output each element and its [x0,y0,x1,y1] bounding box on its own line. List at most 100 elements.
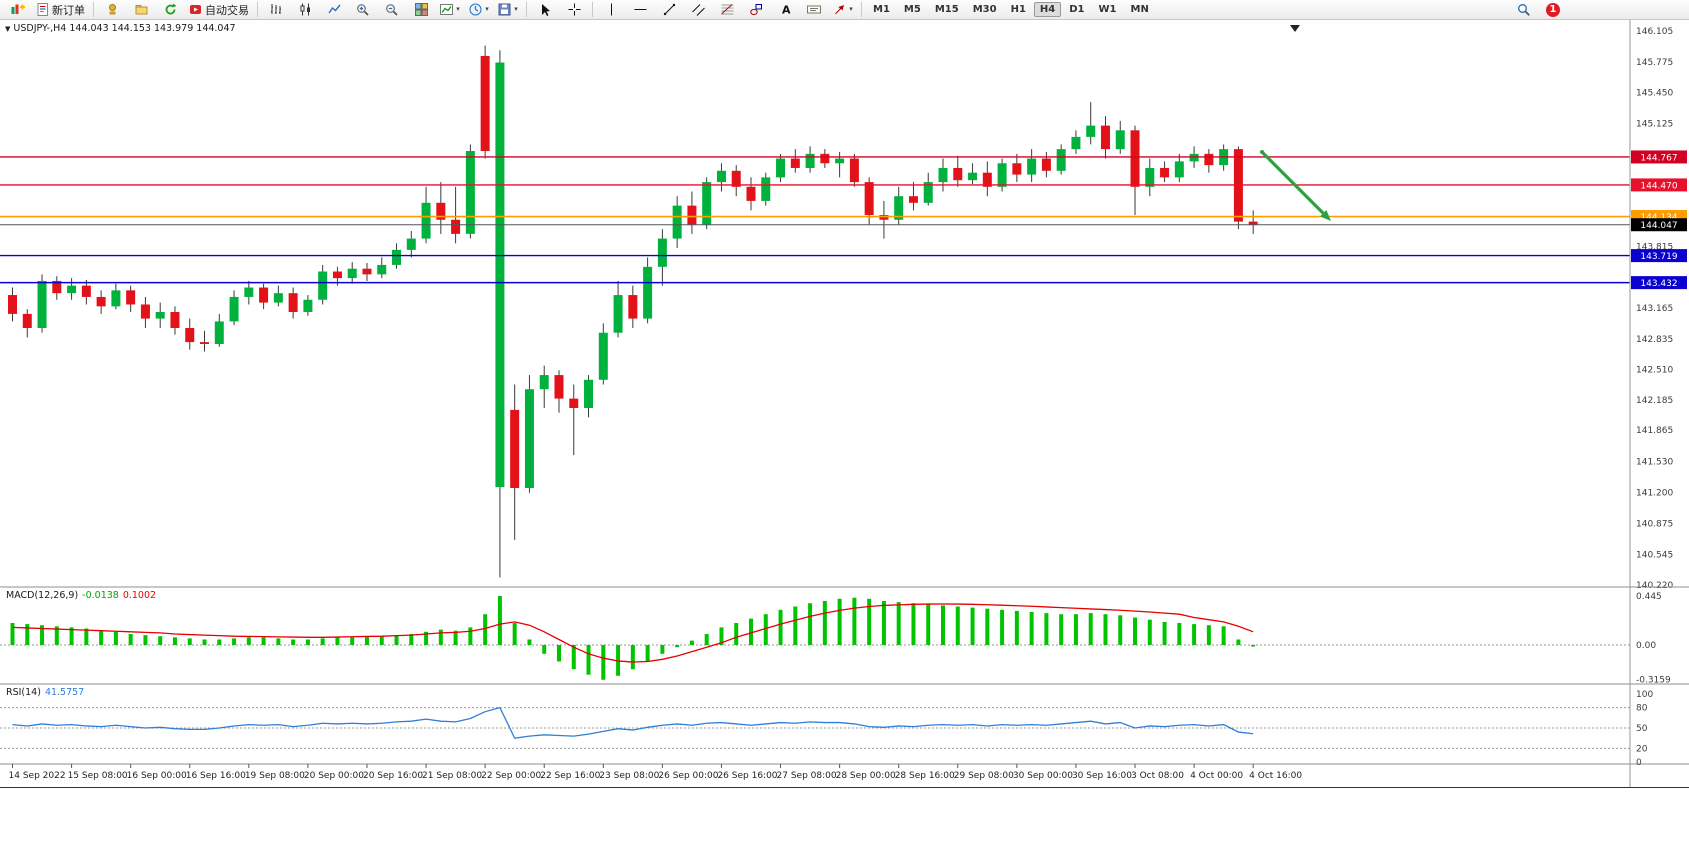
rsi-name: RSI(14) [6,687,41,698]
time-axis-label: 30 Sep 00:00 [1013,771,1073,781]
macd-bar [40,625,45,645]
dropdown-caret-icon[interactable]: ▾ [849,5,853,13]
time-axis-label: 15 Sep 08:00 [68,771,128,781]
toolbar: 新订单 自动交易 [0,0,1689,20]
indicators-button[interactable]: ▾ [436,0,464,20]
text-icon: A [782,4,791,17]
timeframe-button-m1[interactable]: M1 [873,4,890,15]
time-axis-label: 3 Oct 08:00 [1131,771,1184,781]
timeframe-button-mn[interactable]: MN [1130,4,1149,15]
rsi-panel[interactable]: 100 80 50 20 0 [0,690,1653,768]
time-axis-label: 28 Sep 16:00 [895,771,955,781]
macd-bar [276,638,281,645]
trend-arrow-head [1320,210,1331,221]
search-icon [1518,3,1530,16]
time-axis-label: 16 Sep 16:00 [186,771,246,781]
timeframe-toolbar: M1 M5 M15 M30 H1 H4 D1 W1 MN [866,2,1156,17]
macd-bar [379,636,384,645]
channel-tool-button[interactable] [684,0,712,20]
text-label-tool-button[interactable] [800,0,828,20]
expert-advisors-button[interactable] [98,0,126,20]
timeframe-button-h4[interactable]: H4 [1033,2,1062,17]
timeframe-button-h1[interactable]: H1 [1010,4,1026,15]
zoom-out-icon [386,3,398,16]
price-axis-label: 142.835 [1636,335,1673,345]
price-axis-label: 140.875 [1636,519,1673,529]
separator [526,2,527,17]
macd-bar [335,637,340,645]
macd-bar [896,602,901,645]
refresh-button[interactable] [156,0,184,20]
macd-bar [1000,609,1005,645]
crosshair-tool-button[interactable] [560,0,588,20]
timeframe-button-m15[interactable]: M15 [934,4,959,15]
zoom-out-button[interactable] [378,0,406,20]
new-chart-button[interactable] [4,0,32,20]
dropdown-caret-icon[interactable]: ▾ [456,5,460,13]
time-axis[interactable]: 14 Sep 2022 15 Sep 08:00 16 Sep 00:00 16 Se… [9,764,1303,781]
macd-bar [1133,617,1138,645]
chart-canvas[interactable]: 146.105 145.775 145.450 145.125 143.815 143.1… [0,20,1689,790]
separator [257,2,258,17]
macd-bar [749,618,753,645]
macd-bar [320,638,325,645]
time-axis-label: 22 Sep 16:00 [540,771,600,781]
price-axis-label: 141.200 [1636,489,1673,499]
macd-bar [1236,639,1241,645]
dropdown-caret-icon[interactable]: ▾ [514,5,518,13]
line-chart-type-button[interactable] [320,0,348,20]
profiles-button[interactable] [127,0,155,20]
price-tag-144.767 [1631,150,1687,164]
price-axis[interactable]: 146.105 145.775 145.450 145.125 143.815 143.1… [1631,27,1687,591]
macd-bar [926,604,931,645]
macd-bar [128,634,133,645]
macd-bar [1147,619,1152,645]
text-tool-button[interactable]: A [771,0,799,20]
candlestick-chart-type-button[interactable] [291,0,319,20]
chart-shift-marker[interactable] [1290,25,1300,32]
timeframe-button-m30[interactable]: M30 [972,4,997,15]
time-axis-label: 22 Sep 00:00 [481,771,541,781]
macd-signal-line [12,603,1254,663]
time-axis-label: 27 Sep 08:00 [777,771,837,781]
templates-button[interactable]: ▾ [494,0,522,20]
chart-symbol-period: USDJPY-,H4 [13,23,67,34]
vertical-line-tool-button[interactable] [597,0,625,20]
bar-chart-type-button[interactable] [262,0,290,20]
autotrading-button[interactable]: 自动交易 [185,0,253,20]
timeframe-button-w1[interactable]: W1 [1098,4,1117,15]
time-axis-label: 30 Sep 16:00 [1072,771,1132,781]
shapes-tool-button[interactable] [742,0,770,20]
macd-bar [867,598,872,645]
text-label-icon [807,5,821,14]
search-button[interactable] [1510,0,1538,20]
periods-button[interactable]: ▾ [465,0,493,20]
fibonacci-tool-button[interactable] [713,0,741,20]
new-order-label: 新订单 [52,3,85,17]
horizontal-line-tool-button[interactable] [626,0,654,20]
time-axis-label: 26 Sep 16:00 [717,771,777,781]
timeframe-button-m5[interactable]: M5 [903,4,921,15]
cursor-tool-button[interactable] [531,0,559,20]
line-chart-type-icon [327,4,341,14]
toolbar-right-group: 1 [1510,0,1560,20]
separator [93,2,94,17]
dropdown-caret-icon[interactable]: ▾ [485,5,489,13]
main-chart-plot[interactable] [8,45,1258,578]
macd-bar [675,645,680,648]
new-chart-icon [11,4,25,14]
macd-panel[interactable]: 0.445 0.00 -0.3159 [0,592,1671,686]
macd-bar [1073,614,1078,645]
trendline-tool-button[interactable] [655,0,683,20]
arrows-tool-button[interactable]: ▾ [829,0,857,20]
tile-windows-button[interactable] [407,0,435,20]
price-axis-label: 141.865 [1636,426,1673,436]
timeframe-button-d1[interactable]: D1 [1069,4,1085,15]
trend-arrow[interactable] [1260,150,1325,215]
price-tag-text: 144.047 [1640,221,1677,231]
autotrading-label: 自动交易 [205,3,249,17]
notification-badge[interactable]: 1 [1546,2,1560,17]
new-order-button[interactable]: 新订单 [33,0,89,20]
zoom-in-button[interactable] [349,0,377,20]
chart-collapse-icon[interactable]: ▼ [5,25,11,33]
